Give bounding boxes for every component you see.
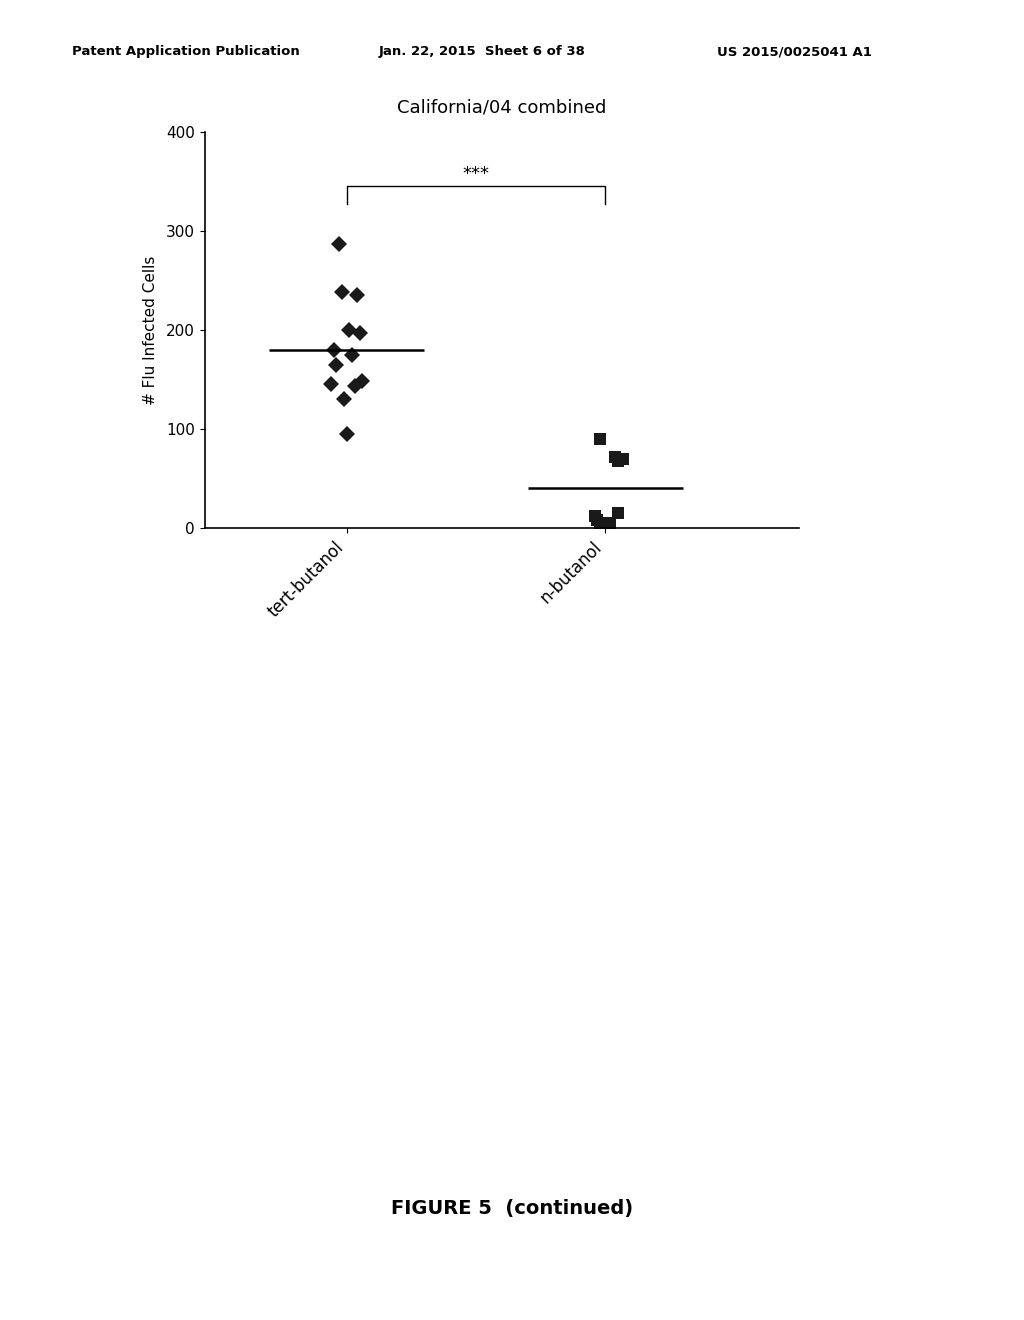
Text: FIGURE 5  (continued): FIGURE 5 (continued) [391, 1200, 633, 1218]
Text: ***: *** [463, 165, 489, 183]
Text: Jan. 22, 2015  Sheet 6 of 38: Jan. 22, 2015 Sheet 6 of 38 [379, 45, 586, 58]
Text: US 2015/0025041 A1: US 2015/0025041 A1 [717, 45, 871, 58]
Y-axis label: # Flu Infected Cells: # Flu Infected Cells [142, 255, 158, 405]
Title: California/04 combined: California/04 combined [397, 99, 606, 116]
Text: Patent Application Publication: Patent Application Publication [72, 45, 299, 58]
